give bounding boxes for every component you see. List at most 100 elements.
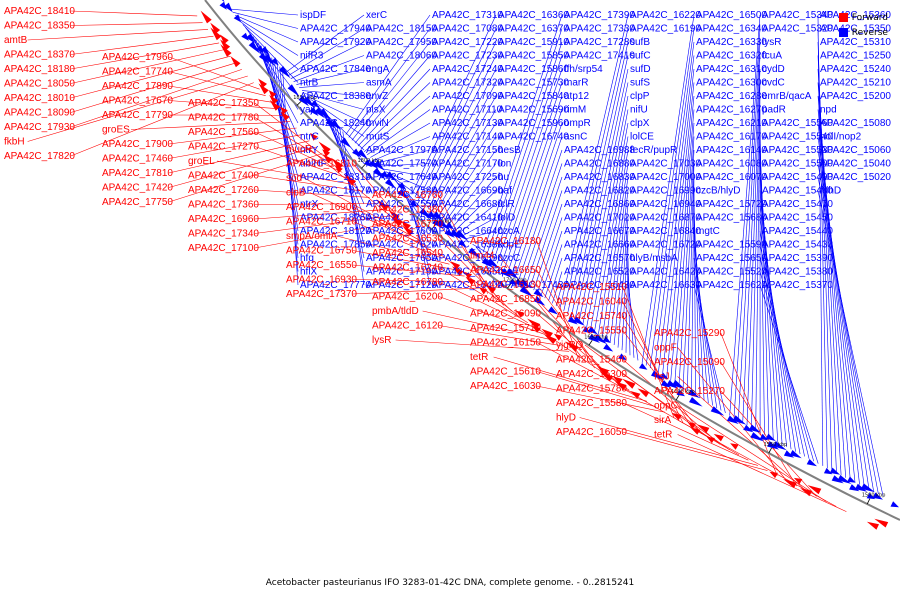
forward-leader-line [422,310,553,341]
forward-gene-label: APA42C_16540 [372,248,443,259]
reverse-gene-label: APA42C_16830 [564,172,635,183]
reverse-gene-label: sufC [630,51,651,62]
reverse-gene-arrow [256,45,264,54]
reverse-gene-label: APA42C_16350 [432,267,503,278]
forward-gene-arrow [269,100,281,111]
reverse-leader-line [609,190,629,343]
forward-gene-label: APA42C_16030 [470,381,541,392]
forward-gene-label: clpB [286,188,306,199]
reverse-gene-label: marR [564,78,588,89]
forward-gene-label: APA42C_17400 [188,171,259,182]
reverse-gene-label: APA42C_16430 [564,280,635,291]
reverse-gene-label: mviN [366,118,389,129]
forward-gene-label: APA42C_15550 [556,326,627,337]
reverse-leader-line [693,257,718,409]
reverse-gene-label: APA42C_16070 [696,172,767,183]
reverse-gene-arrow [397,189,407,199]
reverse-gene-label: APA42C_17590 [366,213,437,224]
reverse-gene-label: fecR/pupR [630,145,677,156]
reverse-gene-label: APA42C_15310 [820,37,891,48]
reverse-leader-line [682,149,695,389]
forward-gene-arrow [280,106,288,115]
reverse-gene-label: APA42C_15040 [820,159,891,170]
forward-gene-label: APA42C_16960 [188,214,259,225]
reverse-leader-line [563,28,629,312]
forward-gene-label: groES [102,125,130,136]
reverse-leader-line [817,109,856,483]
reverse-gene-arrow [373,160,385,171]
forward-gene-label: APA42C_17930 [4,122,75,133]
forward-gene-label: APA42C_17960 [102,52,173,63]
forward-leader-line [352,287,481,295]
reverse-leader-line [493,55,563,261]
reverse-leader-line [285,14,365,73]
reverse-gene-label: APA42C_17190 [366,267,437,278]
forward-leader-line [254,117,336,167]
reverse-gene-label: APA42C_17000 [630,172,701,183]
reverse-gene-arrow [298,95,309,107]
reverse-gene-label: APA42C_15650 [696,253,767,264]
forward-gene-arrow [258,78,267,88]
reverse-gene-arrow [260,46,270,56]
tick-mark [431,224,436,230]
reverse-gene-label: czcC [498,253,520,264]
reverse-gene-arrow [687,389,700,398]
forward-gene-label: APA42C_16770 [372,219,443,230]
forward-leader-line [720,332,778,476]
reverse-leader-line [497,68,563,264]
reverse-gene-arrow [278,66,291,79]
forward-leader-line [27,75,248,142]
reverse-leader-line [260,45,299,178]
reverse-gene-label: APA42C_16940 [630,199,701,210]
reverse-gene-label: APA42C_15470 [762,199,833,210]
reverse-gene-label: APA42C_15060 [820,145,891,156]
reverse-gene-label: APA42C_17390 [564,10,635,21]
reverse-gene-arrow [372,167,386,180]
reverse-gene-arrow [445,229,455,238]
forward-gene-arrow [220,44,232,57]
reverse-leader-line [235,14,299,43]
reverse-gene-label: APA42C_15680 [696,213,767,224]
reverse-gene-arrow [639,363,648,370]
reverse-gene-label: APA42C_16310 [696,64,767,75]
forward-gene-label: APA42C_16550 [286,260,357,271]
reverse-leader-line [662,82,695,376]
reverse-gene-label: ompR [564,118,591,129]
forward-gene-label: APA42C_16760 [372,190,443,201]
forward-gene-label: APA42C_15290 [654,328,725,339]
reverse-gene-label: APA42C_15850 [498,51,569,62]
reverse-gene-arrow [427,211,436,219]
reverse-gene-label: ffh/srp54 [564,64,603,75]
reverse-leader-line [654,55,695,371]
forward-gene-label: APA42C_17460 [102,154,173,165]
forward-gene-label: APA42C_17350 [188,98,259,109]
forward-gene-label: APA42C_17740 [102,67,173,78]
reverse-leader-line [421,55,497,203]
reverse-leader-line [479,249,497,286]
reverse-gene-label: rpoE [498,267,519,278]
reverse-gene-label: fdhD [820,186,841,197]
reverse-gene-label: APA42C_18240 [300,118,371,129]
reverse-leader-line [382,168,431,178]
forward-leader-line [216,160,356,186]
forward-leader-line [536,385,665,413]
genome-backbone [204,0,900,521]
reverse-leader-line [567,41,629,314]
reverse-gene-label: APA42C_16840 [630,226,701,237]
reverse-gene-label: APA42C_15320 [762,24,833,35]
forward-gene-label: APA42C_16050 [556,427,627,438]
forward-gene-arrow [541,328,553,338]
forward-gene-arrow [630,391,641,399]
reverse-leader-line [462,217,497,237]
reverse-gene-label: APA42C_17410 [564,51,635,62]
reverse-gene-label: APA42C_18260 [300,213,371,224]
forward-gene-label: APA42C_15270 [654,386,725,397]
reverse-leader-line [742,55,761,423]
forward-gene-arrow [614,381,627,391]
reverse-gene-label: hu [498,172,509,183]
reverse-gene-arrow [357,149,368,160]
tick-label: 1850 kbp [293,95,317,101]
reverse-leader-line [544,244,563,299]
tick-mark [866,498,871,505]
reverse-gene-label: APA42C_15350 [820,24,891,35]
